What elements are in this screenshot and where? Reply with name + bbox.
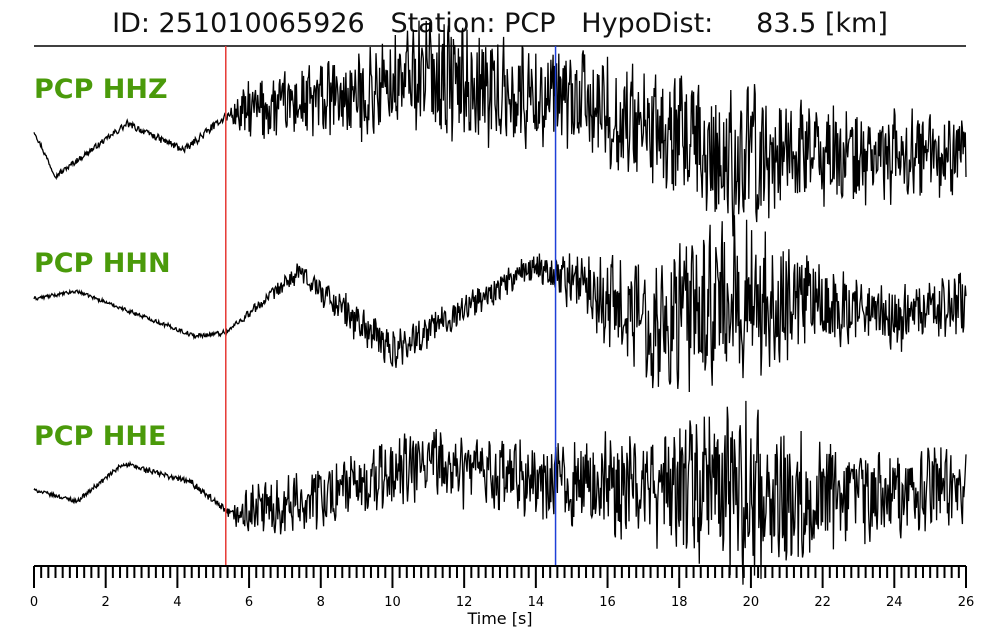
phase-picks	[225, 46, 557, 566]
waveform-trace	[33, 215, 967, 393]
x-tick-label: 26	[958, 595, 975, 610]
x-tick-label: 14	[528, 595, 545, 610]
x-tick-label: 8	[317, 595, 325, 610]
x-tick-label: 4	[173, 595, 181, 610]
x-tick-label: 10	[384, 595, 401, 610]
x-tick-label: 0	[30, 595, 38, 610]
x-axis-label: Time [s]	[466, 609, 532, 628]
x-tick-label: 16	[599, 595, 616, 610]
x-tick-label: 2	[102, 595, 110, 610]
x-tick-label: 20	[743, 595, 760, 610]
chart-title: ID: 251010065926 Station: PCP HypoDist: …	[112, 8, 888, 39]
waveform-trace	[33, 20, 967, 237]
x-tick-label: 6	[245, 595, 253, 610]
channel-label-hhn: PCP HHN	[34, 248, 171, 279]
channel-label-hhz: PCP HHZ	[34, 74, 168, 105]
waveform-traces	[33, 20, 967, 585]
x-tick-label: 18	[671, 595, 688, 610]
x-tick-label: 22	[814, 595, 831, 610]
x-tick-label: 24	[886, 595, 903, 610]
x-tick-label: 12	[456, 595, 473, 610]
channel-label-hhe: PCP HHE	[34, 421, 167, 452]
waveform-trace	[33, 400, 967, 585]
